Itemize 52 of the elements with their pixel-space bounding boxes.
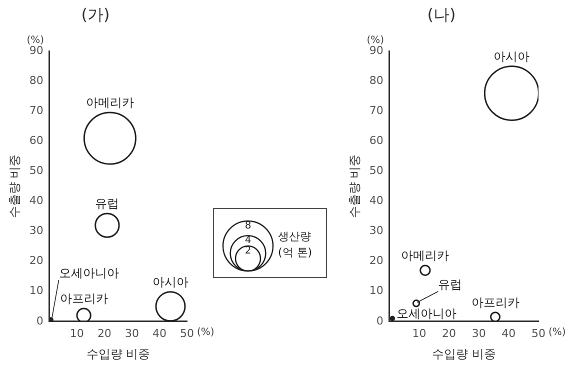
x-tick-label: 50 [532,326,546,340]
text: 오세아니아 [58,266,119,280]
x-tick-label: 10 [412,326,426,340]
x-tick-label: 10 [70,326,84,340]
y-tick-label: 40 [29,194,44,208]
y-tick-label: 70 [369,104,384,118]
x-tick-label: 50 [180,326,194,340]
series-label: 아프리카 [60,292,108,306]
text: (%) [366,34,384,46]
x-tick-label: 30 [124,326,139,340]
series-label: 아메리카 [401,248,450,263]
series-label: 아시아 [494,49,530,64]
y-axis-title: 수출량 비중 [7,154,22,218]
chart-title: (가) [81,4,110,24]
series-label: 유럽 [95,196,120,211]
text: (%) [26,34,44,46]
x-tick-label: 20 [442,326,456,340]
y-tick-label: 30 [29,224,44,238]
y-tick-label: 50 [369,164,384,178]
chart-title: (나) [427,4,456,24]
y-tick-label: 80 [29,74,44,88]
y-tick-label: 30 [369,224,384,238]
y-tick-label: 0 [376,314,384,328]
y-tick-label: 50 [29,164,44,178]
y-tick-label: 20 [369,254,384,268]
y-tick-label: 10 [29,284,44,298]
x-tick-label: 30 [472,326,486,340]
text: (%) [548,326,566,338]
y-tick-label: 90 [369,44,384,58]
x-tick-label: 40 [502,326,516,340]
text: (%) [197,326,214,338]
series-label: 아시아 [152,274,188,289]
y-tick-label: 60 [29,134,44,148]
y-tick-label: 0 [36,314,44,328]
legend-label: 4 [244,235,252,246]
series-label: 아메리카 [86,96,134,110]
y-tick-label: 20 [29,254,44,268]
series-label: 오세아니아 [396,306,456,321]
series-label: 유럽 [438,278,462,292]
x-axis-title: 수입량 비중 [86,346,150,361]
y-tick-label: 70 [29,104,44,118]
legend-title: 생산량 (억 톤) [278,230,312,259]
series-label: 아프리카 [471,296,520,310]
y-tick-label: 60 [369,134,384,148]
y-tick-label: 40 [369,194,384,208]
x-axis-title: 수입량 비중 [432,346,496,361]
x-tick-label: 20 [97,326,112,340]
y-axis-title: 수출량 비중 [347,154,362,218]
x-tick-label: 40 [152,326,166,340]
y-tick-label: 10 [369,284,384,298]
y-tick-label: 80 [369,74,384,88]
y-tick-label: 90 [29,44,44,58]
